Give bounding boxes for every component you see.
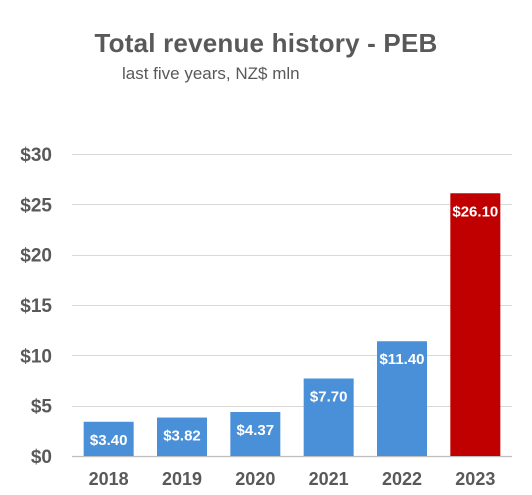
y-tick-label: $15 xyxy=(20,296,52,317)
bars xyxy=(83,193,501,456)
x-tick-label: 2018 xyxy=(89,469,129,489)
y-axis-ticks: $0 $5 $10 $15 $20 $25 $30 xyxy=(20,145,52,468)
bar-data-labels: $3.40 $3.82 $4.37 $7.70 $11.40 $26.10 xyxy=(90,203,498,449)
x-tick-label: 2022 xyxy=(382,469,422,489)
x-axis-ticks: 2018 2019 2020 2021 2022 2023 xyxy=(89,469,496,489)
x-tick-label: 2023 xyxy=(455,469,495,489)
x-tick-label: 2021 xyxy=(309,469,349,489)
bar-data-label: $11.40 xyxy=(379,351,424,368)
y-tick-label: $20 xyxy=(20,246,52,267)
x-tick-label: 2019 xyxy=(162,469,202,489)
bar-2023 xyxy=(450,193,501,456)
bar-data-label: $4.37 xyxy=(237,422,275,439)
bar-2021 xyxy=(303,378,354,456)
bar-data-label: $3.40 xyxy=(90,432,128,449)
bar-data-label: $26.10 xyxy=(452,203,498,220)
y-tick-label: $0 xyxy=(31,447,52,468)
gridlines xyxy=(72,154,512,458)
bar-data-label: $7.70 xyxy=(310,388,348,405)
bar-2018 xyxy=(83,421,134,456)
y-tick-label: $10 xyxy=(20,346,52,367)
chart-title: Total revenue history - PEB xyxy=(94,28,438,58)
bar-2019 xyxy=(157,417,207,456)
y-tick-label: $30 xyxy=(20,145,52,166)
y-tick-label: $25 xyxy=(20,195,52,216)
chart-subtitle: last five years, NZ$ mln xyxy=(122,64,300,83)
bar-data-label: $3.82 xyxy=(163,428,201,445)
bar-2022 xyxy=(377,341,427,456)
x-tick-label: 2020 xyxy=(235,469,275,489)
bar-2020 xyxy=(230,412,281,456)
y-tick-label: $5 xyxy=(31,397,53,418)
